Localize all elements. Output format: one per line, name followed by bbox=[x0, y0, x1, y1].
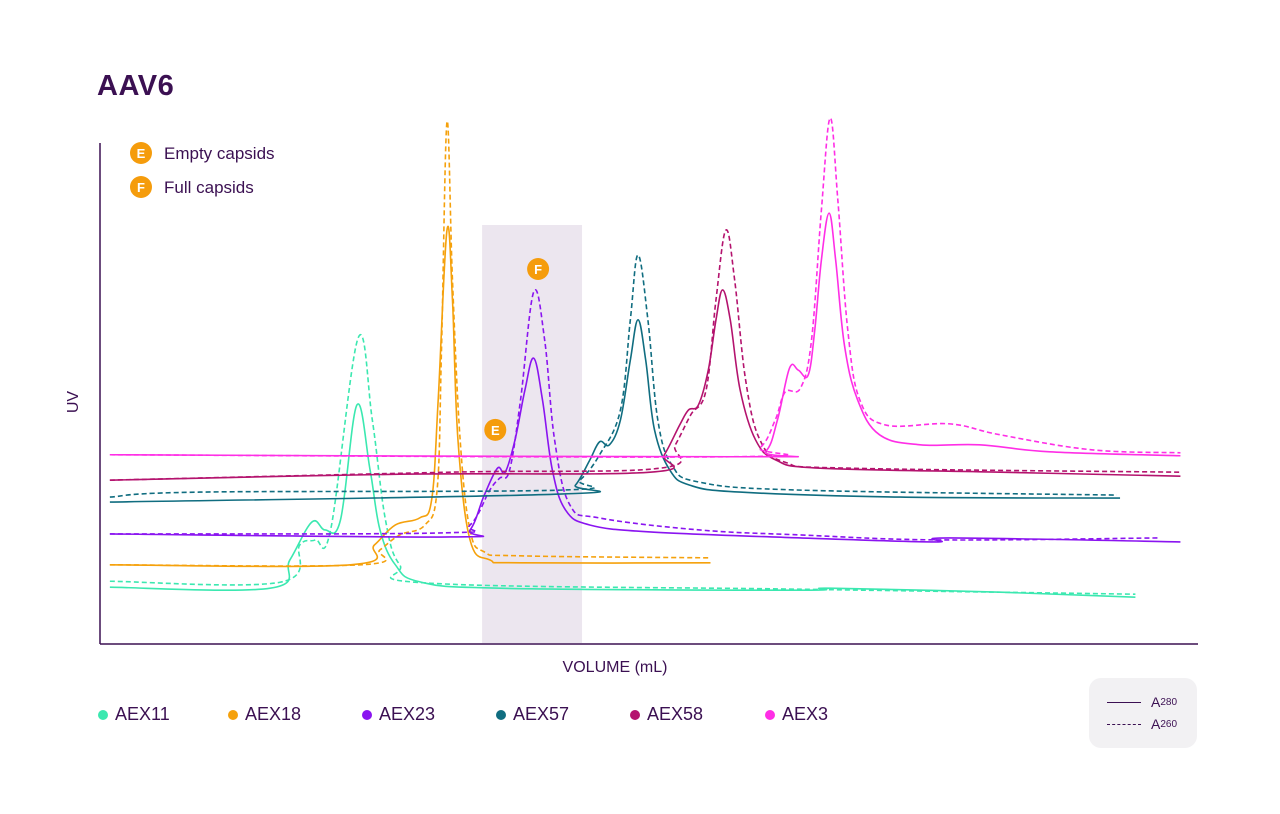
series-dot-icon bbox=[362, 709, 372, 720]
series-dot-icon bbox=[765, 709, 775, 720]
empty-marker-letter: E bbox=[137, 146, 146, 161]
series-dot-icon bbox=[496, 709, 506, 720]
dashed-line-icon bbox=[1107, 723, 1141, 725]
annotation-f-marker bbox=[527, 258, 550, 281]
series-line-aex3-a280 bbox=[109, 212, 1181, 458]
legend-label: AEX11 bbox=[115, 704, 170, 724]
line-key-a260: A 260 bbox=[1107, 716, 1177, 732]
legend-item-aex23: AEX23 bbox=[362, 704, 435, 725]
chart-title: AAV6 bbox=[97, 70, 175, 102]
empty-marker-icon bbox=[130, 142, 152, 164]
annotation-legend-full: F Full capsids bbox=[130, 176, 254, 198]
annotation-e-marker bbox=[484, 418, 507, 441]
solid-line-icon bbox=[1107, 701, 1141, 703]
a280-label: A bbox=[1151, 694, 1161, 710]
legend-item-aex58: AEX58 bbox=[630, 704, 703, 725]
legend-label: AEX57 bbox=[513, 704, 570, 724]
y-axis-label: UV bbox=[65, 391, 82, 414]
legend-item-aex3: AEX3 bbox=[765, 704, 828, 725]
series-line-aex57-a280 bbox=[109, 318, 1121, 503]
legend-label: AEX58 bbox=[647, 704, 704, 724]
a260-label: A bbox=[1151, 716, 1161, 732]
series-dot-icon bbox=[98, 709, 108, 720]
series-line-aex23-a260 bbox=[109, 289, 1160, 541]
full-marker-letter: F bbox=[137, 180, 145, 195]
legend-item-aex18: AEX18 bbox=[228, 704, 301, 725]
x-axis-label: VOLUME (mL) bbox=[563, 659, 668, 676]
legend-label: AEX3 bbox=[782, 704, 829, 724]
annotation-e-letter: E bbox=[491, 423, 500, 438]
a280-subscript: 280 bbox=[1160, 696, 1178, 708]
legend-label: AEX23 bbox=[379, 704, 436, 724]
series-line-aex23-a280 bbox=[109, 357, 1181, 543]
annotation-f-letter: F bbox=[534, 262, 542, 277]
series-line-aex11-a280 bbox=[109, 403, 1136, 598]
empty-capsids-label: Empty capsids bbox=[164, 144, 275, 163]
a260-subscript: 260 bbox=[1160, 718, 1178, 730]
series-line-aex18-a280 bbox=[109, 225, 711, 568]
full-marker-icon bbox=[130, 176, 152, 198]
series-line-aex3-a260 bbox=[109, 117, 1181, 458]
series-line-aex18-a260 bbox=[109, 120, 711, 567]
series-dot-icon bbox=[228, 709, 238, 720]
line-key-a280: A 280 bbox=[1107, 694, 1177, 710]
legend-label: AEX18 bbox=[245, 704, 302, 724]
legend-item-aex11: AEX11 bbox=[98, 704, 170, 725]
series-line-aex58-a280 bbox=[109, 289, 1181, 481]
annotation-legend-empty: E Empty capsids bbox=[130, 142, 275, 164]
line-style-key: A 280 A 260 bbox=[1089, 678, 1197, 748]
legend-item-aex57: AEX57 bbox=[496, 704, 569, 725]
series-line-aex57-a260 bbox=[109, 254, 1117, 498]
full-capsids-label: Full capsids bbox=[164, 178, 254, 197]
series-line-aex11-a260 bbox=[109, 334, 1136, 595]
series-dot-icon bbox=[630, 709, 640, 720]
